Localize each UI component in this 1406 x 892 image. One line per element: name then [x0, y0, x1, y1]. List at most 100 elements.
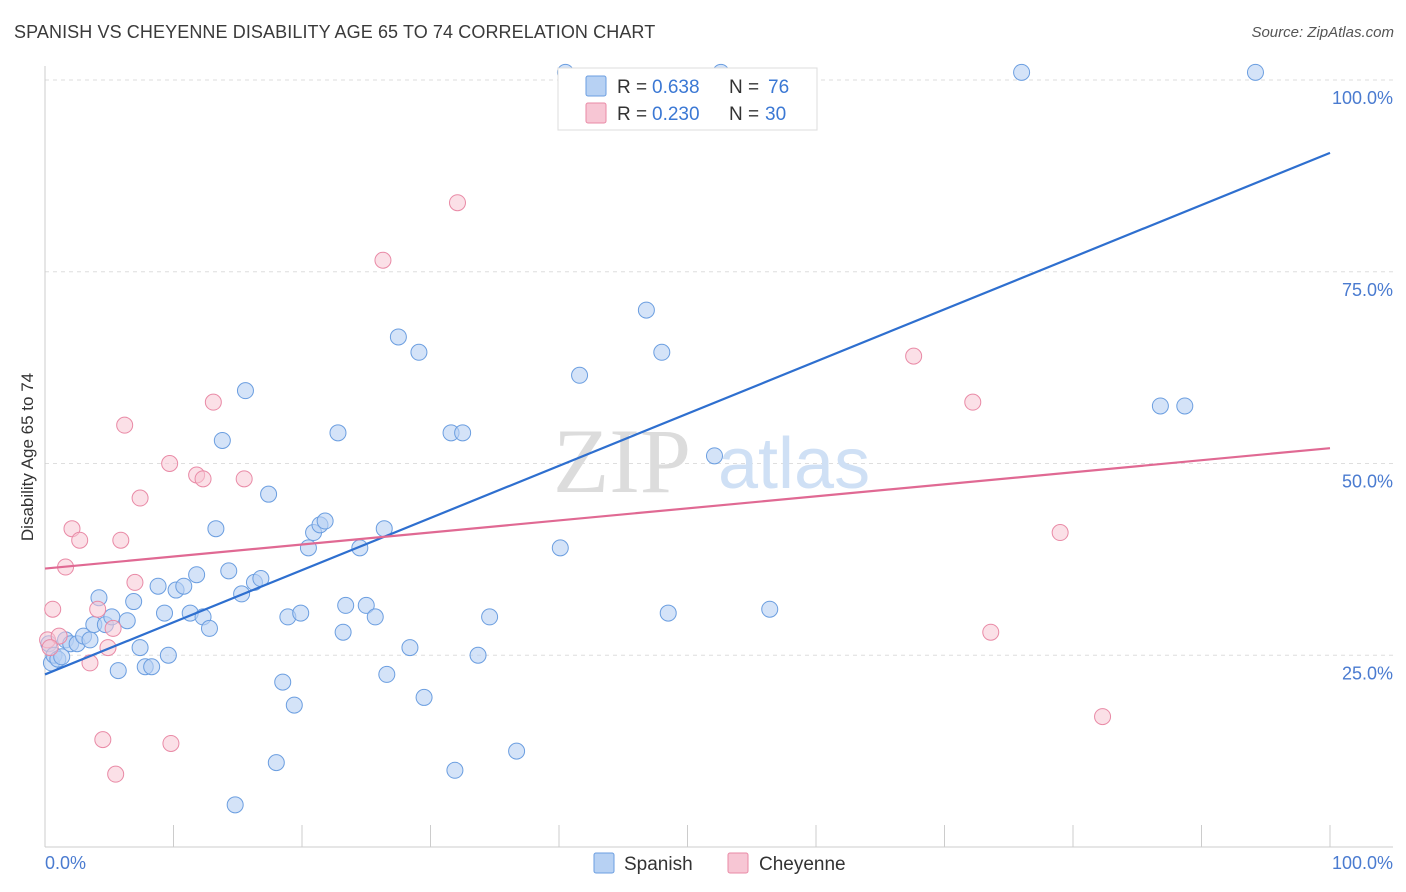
cheyenne-points [39, 194, 1112, 783]
cheyenne-point [161, 455, 179, 472]
cheyenne-point [112, 531, 130, 549]
cheyenne-point [1094, 708, 1112, 726]
cheyenne-point [235, 470, 253, 488]
spanish-point [175, 577, 193, 595]
spanish-point [207, 520, 225, 538]
spanish-point [508, 742, 526, 760]
chart-source: Source: ZipAtlas.com [1251, 24, 1394, 41]
spanish-point [156, 604, 174, 622]
bottom-legend-label-spanish: Spanish [624, 854, 693, 875]
spanish-point [188, 566, 206, 584]
spanish-point [334, 623, 352, 641]
spanish-point [285, 696, 303, 714]
spanish-point [705, 447, 723, 465]
y-tick-label-100: 100.0% [1332, 88, 1393, 108]
bottom-legend-swatch-spanish [593, 852, 615, 874]
cheyenne-point [89, 600, 107, 618]
tick-labels: 25.0% 50.0% 75.0% 100.0% 0.0% 100.0% [45, 88, 1393, 873]
legend-r-value-cheyenne: 0.230 [652, 104, 700, 125]
cheyenne-point [131, 489, 149, 507]
spanish-point [1176, 397, 1194, 415]
axes [44, 66, 1393, 848]
legend-n-value-cheyenne: 30 [765, 104, 786, 125]
spanish-point [454, 424, 472, 442]
spanish-point [131, 639, 149, 657]
chart-title: SPANISH VS CHEYENNE DISABILITY AGE 65 TO… [14, 22, 656, 42]
spanish-point [267, 754, 285, 772]
spanish-point [1246, 63, 1264, 81]
cheyenne-point [126, 573, 144, 591]
spanish-point [316, 512, 334, 530]
spanish-trend-line [44, 151, 1331, 676]
spanish-point [118, 612, 136, 630]
watermark-zip: ZIP [553, 410, 691, 512]
cheyenne-point [94, 731, 112, 749]
legend-n-value-spanish: 76 [768, 77, 789, 98]
legend: R = 0.638 N = 76 R = 0.230 N = 30 [557, 67, 818, 131]
y-axis-title: Disability Age 65 to 74 [18, 373, 37, 541]
spanish-point [551, 539, 569, 557]
spanish-point [366, 608, 384, 626]
spanish-point [260, 485, 278, 503]
spanish-point [415, 688, 433, 706]
spanish-point [410, 343, 428, 361]
trend-lines [44, 151, 1331, 676]
bottom-legend-label-cheyenne: Cheyenne [759, 854, 846, 875]
spanish-point [159, 646, 177, 664]
spanish-point [378, 665, 396, 683]
bottom-legend-swatch-cheyenne [727, 852, 749, 874]
spanish-point [401, 639, 419, 657]
bottom-legend: Spanish Cheyenne [593, 852, 846, 875]
spanish-point [329, 424, 347, 442]
spanish-point [143, 658, 161, 676]
spanish-point [637, 301, 655, 319]
spanish-point [81, 631, 99, 649]
cheyenne-point [162, 734, 180, 752]
spanish-point [481, 608, 499, 626]
spanish-point [236, 382, 254, 400]
cheyenne-point [50, 627, 68, 645]
x-tick-label-100: 100.0% [1332, 853, 1393, 873]
legend-swatch-cheyenne [585, 102, 607, 124]
spanish-point [220, 562, 238, 580]
spanish-point [274, 673, 292, 691]
spanish-point [761, 600, 779, 618]
legend-r-label-spanish: R = [617, 77, 647, 98]
spanish-point [292, 604, 310, 622]
spanish-point [200, 619, 218, 637]
y-tick-label-50: 50.0% [1342, 472, 1393, 492]
cheyenne-point [374, 251, 392, 269]
spanish-point [659, 604, 677, 622]
cheyenne-point [44, 600, 62, 618]
spanish-point [337, 596, 355, 614]
legend-r-value-spanish: 0.638 [652, 77, 700, 98]
spanish-point [53, 648, 71, 666]
spanish-point [109, 662, 127, 680]
cheyenne-point [104, 619, 122, 637]
legend-r-label-cheyenne: R = [617, 104, 647, 125]
spanish-point [1151, 397, 1169, 415]
y-tick-label-25: 25.0% [1342, 663, 1393, 683]
spanish-point [653, 343, 671, 361]
spanish-point [469, 646, 487, 664]
spanish-point [213, 431, 231, 449]
spanish-point [226, 796, 244, 814]
spanish-point [446, 761, 464, 779]
cheyenne-point [448, 194, 466, 212]
legend-n-label-cheyenne: N = [729, 104, 759, 125]
spanish-point [125, 593, 143, 611]
cheyenne-point [116, 416, 134, 434]
y-tick-label-75: 75.0% [1342, 280, 1393, 300]
cheyenne-point [982, 623, 1000, 641]
gridlines [45, 79, 1393, 656]
cheyenne-point [204, 393, 222, 411]
cheyenne-trend-line [44, 447, 1331, 570]
x-tick-label-0: 0.0% [45, 853, 86, 873]
legend-swatch-spanish [585, 75, 607, 97]
spanish-point [149, 577, 167, 595]
cheyenne-point [964, 393, 982, 411]
spanish-point [571, 366, 589, 384]
legend-n-label-spanish: N = [729, 77, 759, 98]
cheyenne-point [71, 531, 89, 549]
